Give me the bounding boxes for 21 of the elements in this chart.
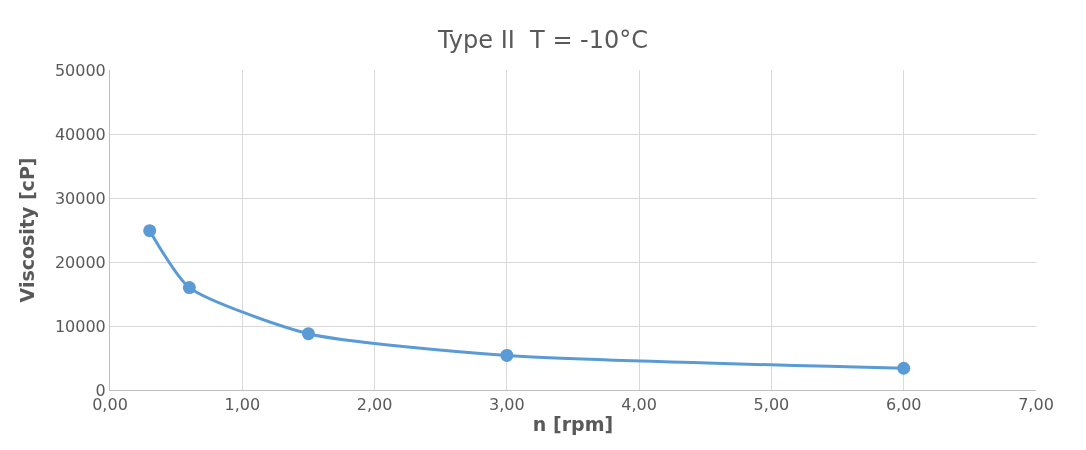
point [897,361,911,375]
y-tick-label: 40000 [54,124,106,144]
x-tick-label: 5,00 [753,395,790,415]
point [500,348,514,362]
y-tick-label: 50000 [54,60,106,80]
point [182,281,196,295]
chart-title: Type II T = -10°C [436,26,649,55]
y-tick-label: 30000 [54,188,106,208]
y-tick-label: 10000 [54,316,106,336]
x-tick-label: 6,00 [885,395,922,415]
x-tick-label: 1,00 [224,395,261,415]
x-tick-label: 3,00 [489,395,525,415]
x-tick-label: 0,00 [92,395,128,415]
x-tick-label: 7,00 [1018,395,1054,415]
x-tick-label: 4,00 [621,395,657,415]
y-axis-title: Viscosity [cP] [15,157,38,303]
point [301,327,315,341]
y-tick-label: 20000 [54,252,106,272]
x-axis-title: n [rpm] [532,413,614,435]
point [143,224,157,238]
x-tick-label: 2,00 [356,395,393,415]
